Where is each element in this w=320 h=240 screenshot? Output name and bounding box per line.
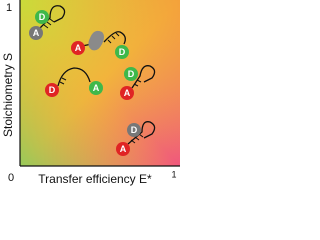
node-label: D xyxy=(131,125,138,135)
node-label: A xyxy=(120,144,127,154)
hairpin-construct: D A xyxy=(120,65,156,100)
node-label: A xyxy=(93,83,100,93)
node-label: A xyxy=(33,28,40,38)
node-label: A xyxy=(75,43,82,53)
hairpin-construct: D A xyxy=(116,121,156,156)
x-max-label: 1 xyxy=(171,169,176,179)
open-construct: D A xyxy=(45,67,103,97)
y-max-label: 1 xyxy=(6,2,12,14)
node-label: A xyxy=(124,88,131,98)
hairpin-construct: D A xyxy=(29,5,66,40)
x-axis-label: Transfer efficiency E* xyxy=(38,172,152,186)
node-label: D xyxy=(49,85,56,95)
origin-label: 0 xyxy=(8,172,14,184)
diagram: 1 0 1 Stoichiometry S Transfer efficienc… xyxy=(1,0,180,186)
node-label: D xyxy=(119,47,126,57)
protein-bound-construct: A D xyxy=(71,30,129,59)
y-axis-label: Stoichiometry S xyxy=(1,53,15,137)
node-label: D xyxy=(128,69,135,79)
node-label: D xyxy=(39,12,46,22)
